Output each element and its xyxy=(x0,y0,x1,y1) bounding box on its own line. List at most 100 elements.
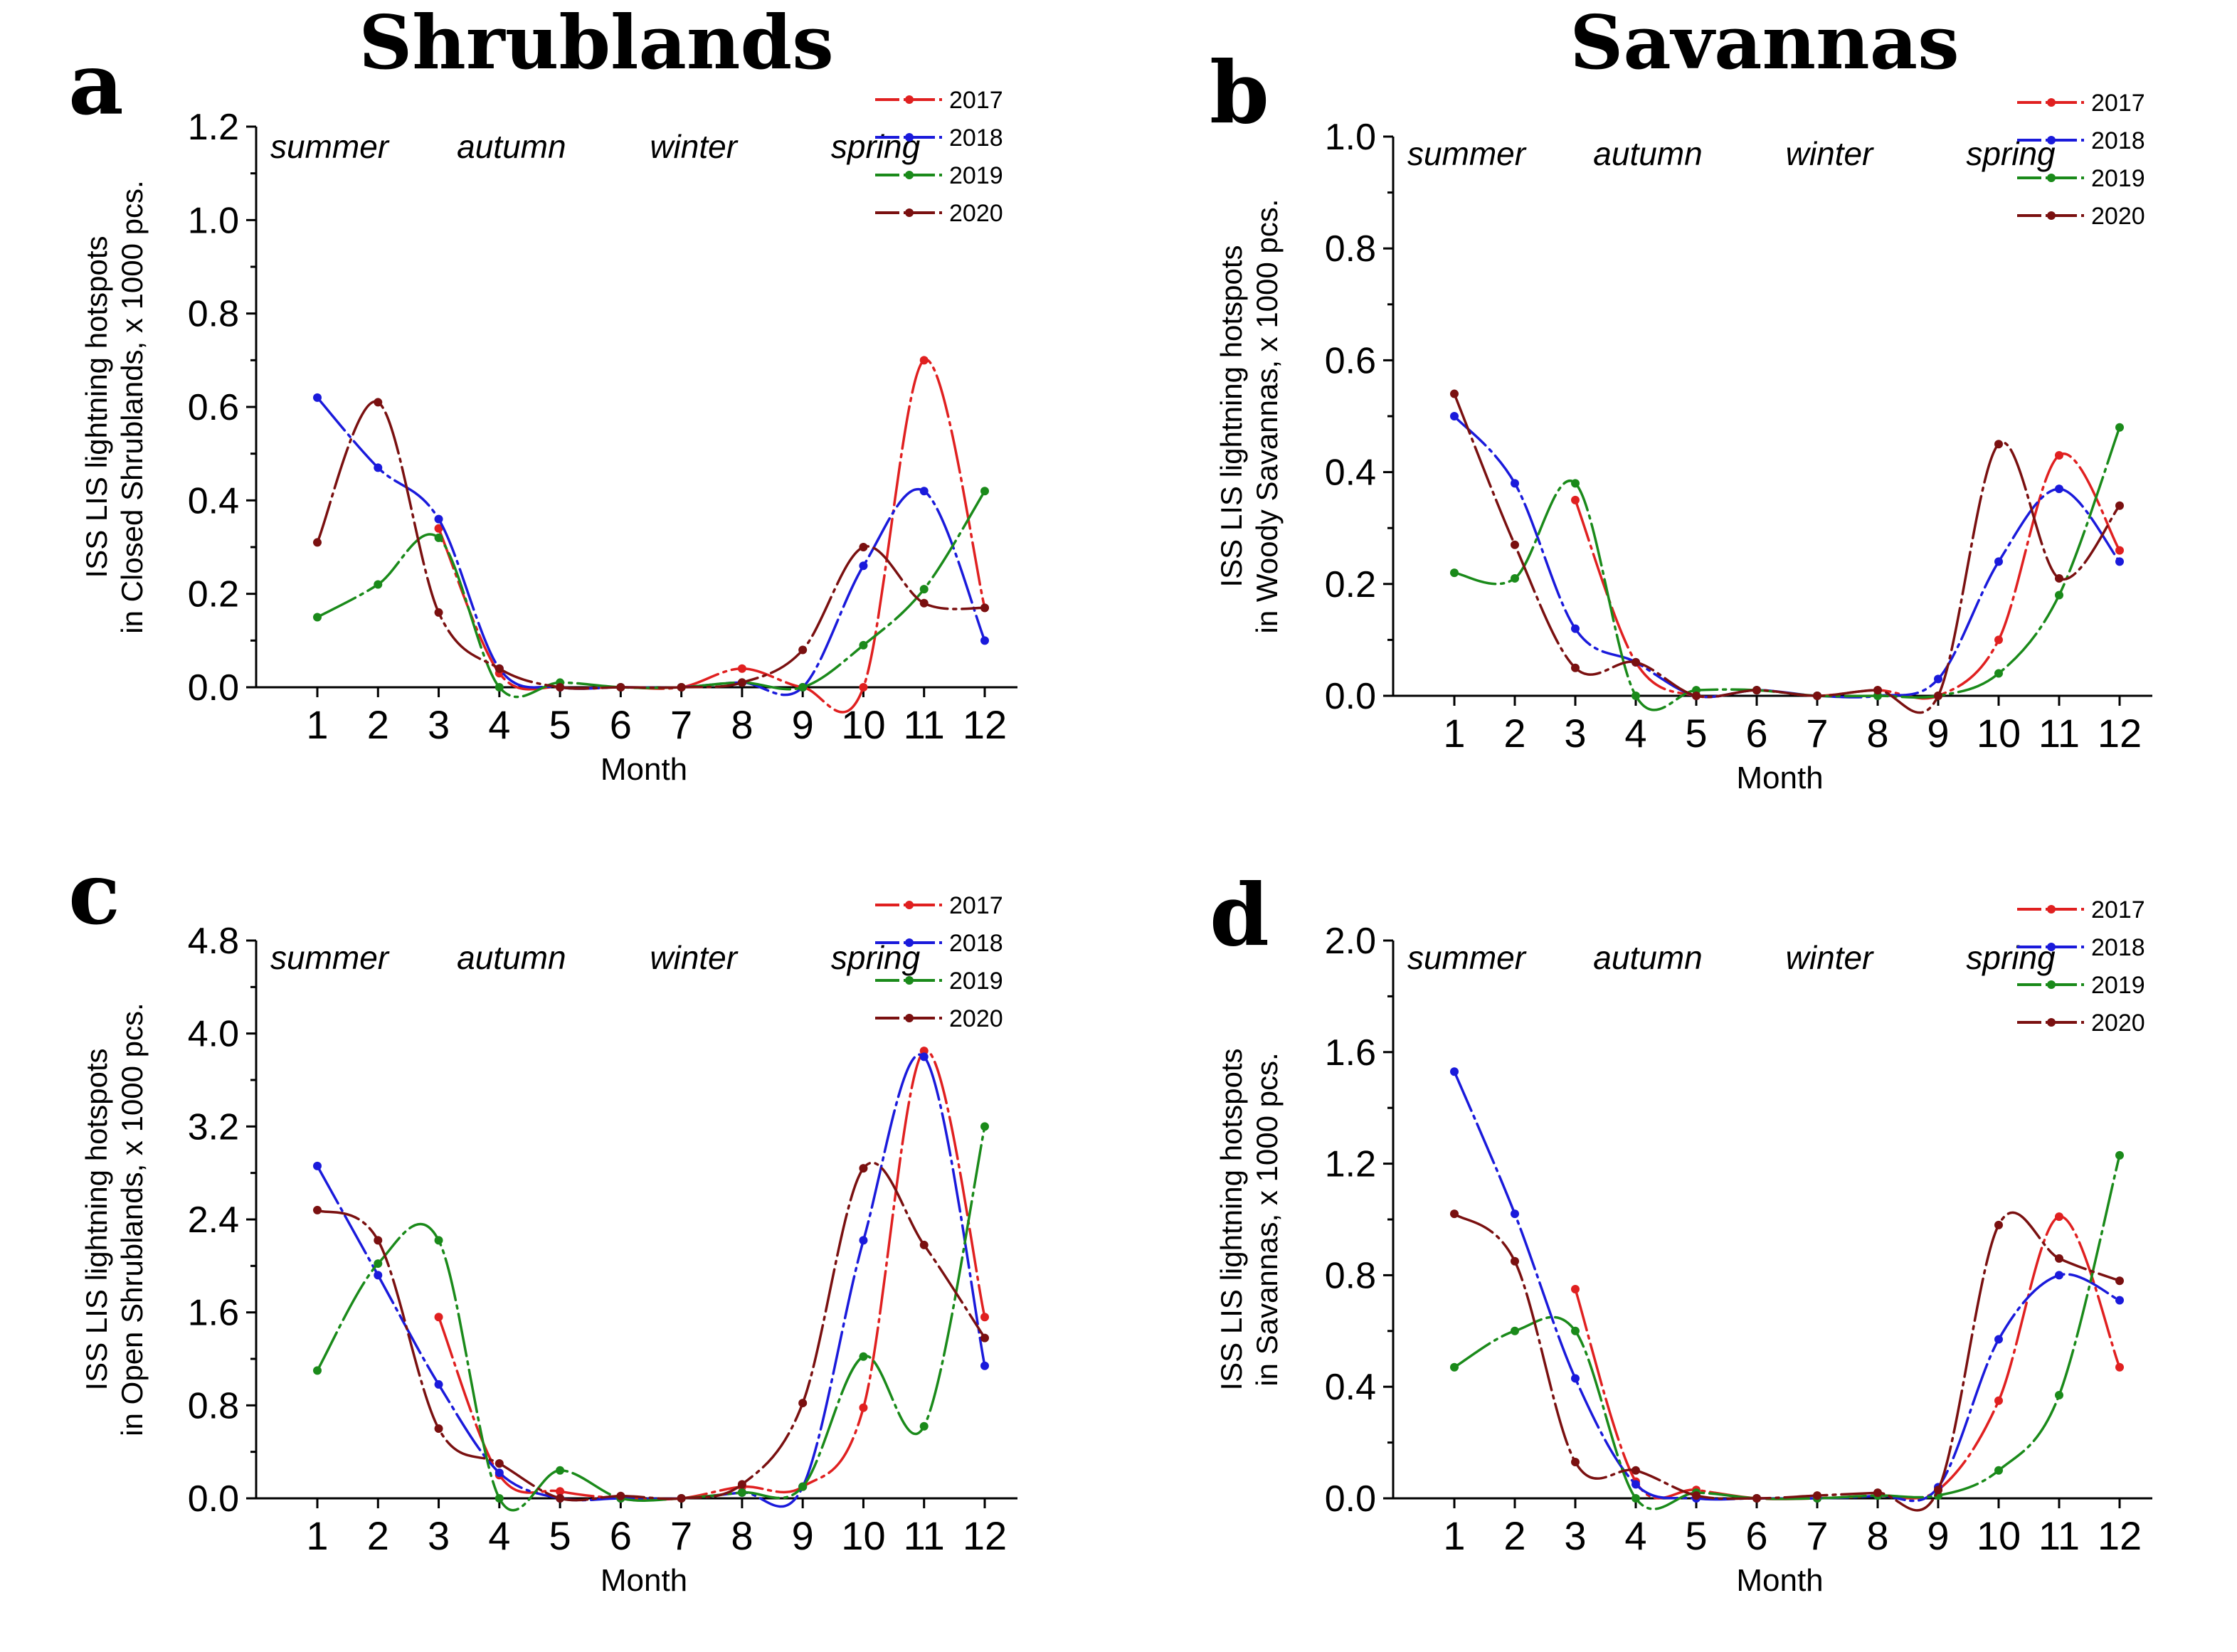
x-tick-label: 6 xyxy=(1745,1513,1767,1558)
x-tick-label: 6 xyxy=(610,702,632,747)
data-point-2018 xyxy=(495,1468,504,1478)
x-tick-label: 3 xyxy=(1564,1513,1586,1558)
data-point-2020 xyxy=(1511,540,1519,549)
season-label-summer: summer xyxy=(1407,135,1527,172)
x-tick-label: 1 xyxy=(1443,1513,1465,1558)
x-tick-label: 8 xyxy=(731,702,753,747)
data-point-2020 xyxy=(1450,389,1459,398)
data-point-2018 xyxy=(1571,1374,1580,1383)
y-tick-label: 0.8 xyxy=(188,1385,239,1426)
data-point-2018 xyxy=(1511,479,1519,488)
x-tick-label: 9 xyxy=(1927,711,1949,756)
x-tick-label: 10 xyxy=(1977,1513,2021,1558)
data-point-2020 xyxy=(616,1491,625,1500)
data-point-2018 xyxy=(1994,1335,2003,1344)
y-tick-label: 1.2 xyxy=(188,107,239,148)
x-tick-label: 7 xyxy=(670,702,692,747)
y-tick-label: 4.8 xyxy=(188,921,239,962)
x-tick-label: 9 xyxy=(792,702,814,747)
data-point-2019 xyxy=(2115,1150,2124,1160)
data-point-2019 xyxy=(434,1236,443,1245)
x-tick-label: 4 xyxy=(488,1513,510,1558)
x-tick-label: 4 xyxy=(1624,1513,1646,1558)
legend-marker-2017 xyxy=(2047,98,2056,107)
series-line-2018 xyxy=(1453,1070,2121,1503)
data-point-2020 xyxy=(1511,1256,1519,1266)
data-point-2020 xyxy=(798,645,808,655)
y-tick-label: 0.6 xyxy=(1325,340,1376,381)
legend-marker-2019 xyxy=(905,171,914,179)
data-point-2019 xyxy=(1571,479,1580,488)
data-point-2020 xyxy=(374,398,383,407)
data-point-2019 xyxy=(919,585,929,594)
data-point-2018 xyxy=(1994,557,2003,566)
data-point-2020 xyxy=(1692,1491,1701,1500)
x-axis-title: Month xyxy=(1736,761,1823,795)
x-tick-label: 9 xyxy=(1927,1513,1949,1558)
data-point-2018 xyxy=(1632,1480,1640,1489)
data-point-2019 xyxy=(1632,1494,1640,1503)
data-point-2017 xyxy=(434,1313,443,1322)
data-point-2018 xyxy=(1450,412,1459,420)
data-point-2018 xyxy=(313,393,322,402)
data-point-2017 xyxy=(737,664,746,673)
legend-label-2017: 2017 xyxy=(2091,896,2145,923)
x-axis-title: Month xyxy=(601,1563,687,1598)
data-point-2017 xyxy=(434,524,443,533)
data-point-2017 xyxy=(919,356,929,365)
x-tick-label: 3 xyxy=(428,702,450,747)
x-tick-label: 12 xyxy=(963,1513,1007,1558)
data-point-2019 xyxy=(313,613,322,622)
data-point-2017 xyxy=(2115,1362,2124,1372)
data-point-2017 xyxy=(2115,546,2124,555)
legend-label-2019: 2019 xyxy=(2091,972,2145,999)
data-point-2020 xyxy=(2115,501,2124,510)
legend-label-2017: 2017 xyxy=(949,892,1003,919)
x-tick-label: 6 xyxy=(610,1513,632,1558)
season-label-winter: winter xyxy=(1786,135,1874,172)
data-point-2018 xyxy=(919,487,929,496)
data-point-2018 xyxy=(980,636,989,645)
data-point-2018 xyxy=(374,463,383,472)
x-tick-label: 11 xyxy=(904,1513,945,1558)
chart-panel-a: a0.00.20.40.60.81.01.21 2 3 4 5 6 7 8 9 10 11 12Mon… xyxy=(68,34,1017,787)
season-label-winter: winter xyxy=(650,128,738,165)
y-axis-title-line1: ISS LIS lightning hotspots xyxy=(1215,1049,1248,1391)
legend-marker-2020 xyxy=(2047,211,2056,220)
y-tick-label: 4.0 xyxy=(188,1014,239,1055)
season-label-summer: summer xyxy=(270,128,390,165)
x-tick-label: 5 xyxy=(1685,711,1707,756)
data-point-2020 xyxy=(2055,1254,2063,1263)
y-tick-label: 0.0 xyxy=(1325,676,1376,717)
data-point-2020 xyxy=(2115,1276,2124,1286)
data-point-2019 xyxy=(859,640,868,650)
data-point-2019 xyxy=(2115,423,2124,432)
season-label-autumn: autumn xyxy=(457,128,566,165)
x-tick-label: 3 xyxy=(1564,711,1586,756)
x-tick-label: 5 xyxy=(1685,1513,1707,1558)
series-line-2017 xyxy=(1574,452,2121,700)
data-point-2019 xyxy=(374,580,383,589)
data-point-2018 xyxy=(859,561,868,571)
legend-label-2020: 2020 xyxy=(949,200,1003,227)
data-point-2018 xyxy=(313,1161,322,1170)
legend-marker-2017 xyxy=(905,95,914,104)
season-label-spring: spring xyxy=(1966,939,2056,976)
y-axis-title-line1: ISS LIS lightning hotspots xyxy=(80,236,113,578)
data-point-2017 xyxy=(1571,495,1580,504)
data-point-2020 xyxy=(1813,692,1821,700)
y-tick-label: 0.4 xyxy=(188,480,239,521)
x-tick-label: 8 xyxy=(1866,711,1888,756)
data-point-2018 xyxy=(2055,1271,2063,1280)
y-tick-label: 0.4 xyxy=(1325,452,1376,494)
legend-label-2018: 2018 xyxy=(2091,127,2145,154)
season-label-spring: spring xyxy=(1966,135,2056,172)
y-tick-label: 0.8 xyxy=(1325,228,1376,270)
data-point-2018 xyxy=(859,1236,868,1245)
data-point-2020 xyxy=(1692,692,1701,700)
data-point-2020 xyxy=(616,683,625,692)
data-point-2020 xyxy=(2055,573,2063,583)
series-line-2020 xyxy=(1453,1211,2121,1512)
legend-marker-2018 xyxy=(905,938,914,947)
season-label-spring: spring xyxy=(831,128,921,165)
